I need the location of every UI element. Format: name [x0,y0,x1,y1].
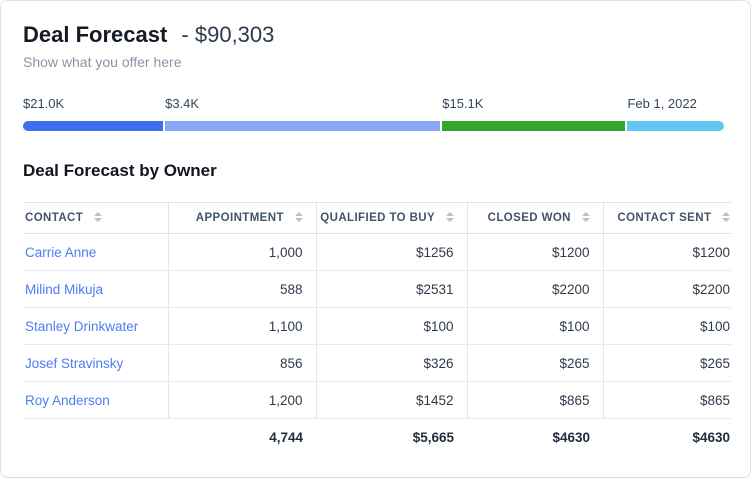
totals-row: 4,744 $5,665 $4630 $4630 [23,419,731,457]
milestone-segment-date: Feb 1, 2022 [627,96,725,131]
appointment-cell: 1,000 [167,233,316,271]
qualified-to-buy-cell: $326 [315,344,467,382]
milestone-segment-closed-won: $15.1K [442,96,627,131]
milestone-bar-segment[interactable] [23,121,164,131]
closed-won-cell: $2200 [466,270,603,308]
sort-icon[interactable] [445,211,454,222]
milestone-segment-qualified: $3.4K [165,96,442,131]
contact-link[interactable]: Stanley Drinkwater [25,318,139,334]
column-header-contact-sent[interactable]: CONTACT SENT [602,202,731,234]
forecast-total-amount: - $90,303 [181,22,275,47]
milestone-bar-segment[interactable] [442,121,626,131]
sort-icon[interactable] [93,211,102,222]
contact-cell: Milind Mikuja [23,270,168,308]
milestone-label: $21.0K [23,96,65,111]
column-header-label: CONTACT [25,212,84,224]
card-header: Deal Forecast - $90,303 Show what you of… [23,21,728,70]
appointment-cell: 1,100 [167,307,316,345]
column-header-contact[interactable]: CONTACT [23,202,168,234]
column-header-label: QUALIFIED TO BUY [320,212,435,224]
table-row: Roy Anderson 1,200 $1452 $865 $865 [23,381,731,419]
column-header-label: CONTACT SENT [617,212,712,224]
contact-sent-cell: $865 [602,381,731,419]
page-subtitle: Show what you offer here [23,54,182,70]
appointment-cell: 1,200 [167,381,316,419]
contact-sent-cell: $2200 [602,270,731,308]
contact-sent-cell: $265 [602,344,731,382]
column-header-label: CLOSED WON [487,212,571,224]
contact-cell: Carrie Anne [23,233,168,271]
milestone-segment-appointment: $21.0K [23,96,165,131]
milestone-bar-segment[interactable] [627,121,725,131]
page-title: Deal Forecast - $90,303 [23,21,728,49]
closed-won-cell: $265 [466,344,603,382]
forecast-milestone-bar: $21.0K $3.4K $15.1K Feb 1, 2022 [23,96,730,131]
contact-cell: Stanley Drinkwater [23,307,168,345]
closed-won-cell: $1200 [466,233,603,271]
qualified-to-buy-cell: $1452 [315,381,467,419]
totals-contact-sent-cell: $4630 [692,430,730,446]
totals-appointment-cell: 4,744 [269,430,303,446]
totals-contact-cell [23,419,168,457]
qualified-to-buy-cell: $2531 [315,270,467,308]
column-header-label: APPOINTMENT [195,212,284,224]
contact-link[interactable]: Carrie Anne [25,244,97,260]
contact-link[interactable]: Milind Mikuja [25,281,104,297]
milestone-label: $15.1K [442,96,484,111]
contact-sent-cell: $100 [602,307,731,345]
table-title: Deal Forecast by Owner [23,161,217,180]
closed-won-cell: $100 [466,307,603,345]
table-row: Carrie Anne 1,000 $1256 $1200 $1200 [23,233,731,271]
contact-link[interactable]: Roy Anderson [25,392,110,408]
sort-icon[interactable] [581,211,590,222]
milestone-label: $3.4K [165,96,200,111]
contact-link[interactable]: Josef Stravinsky [25,355,124,371]
totals-qualified-to-buy-cell: $5,665 [412,430,454,446]
table-row: Stanley Drinkwater 1,100 $100 $100 $100 [23,307,731,345]
column-header-qualified-to-buy[interactable]: QUALIFIED TO BUY [315,202,467,234]
qualified-to-buy-cell: $1256 [315,233,467,271]
table-row: Josef Stravinsky 856 $326 $265 $265 [23,344,731,382]
table-header-row: CONTACT APPOINTMENT QUALIFIED TO BUY CLO… [23,202,731,234]
contact-cell: Josef Stravinsky [23,344,168,382]
table-row: Milind Mikuja 588 $2531 $2200 $2200 [23,270,731,308]
appointment-cell: 588 [167,270,316,308]
column-header-appointment[interactable]: APPOINTMENT [167,202,316,234]
sort-icon[interactable] [294,211,303,222]
totals-closed-won-cell: $4630 [552,430,590,446]
milestone-label: Feb 1, 2022 [627,96,697,111]
column-header-closed-won[interactable]: CLOSED WON [466,202,603,234]
page-title-text: Deal Forecast [23,22,168,47]
contact-sent-cell: $1200 [602,233,731,271]
qualified-to-buy-cell: $100 [315,307,467,345]
deal-forecast-table: CONTACT APPOINTMENT QUALIFIED TO BUY CLO… [23,202,731,457]
closed-won-cell: $865 [466,381,603,419]
sort-icon[interactable] [722,211,730,222]
appointment-cell: 856 [167,344,316,382]
milestone-bar-segment[interactable] [165,121,441,131]
contact-cell: Roy Anderson [23,381,168,419]
